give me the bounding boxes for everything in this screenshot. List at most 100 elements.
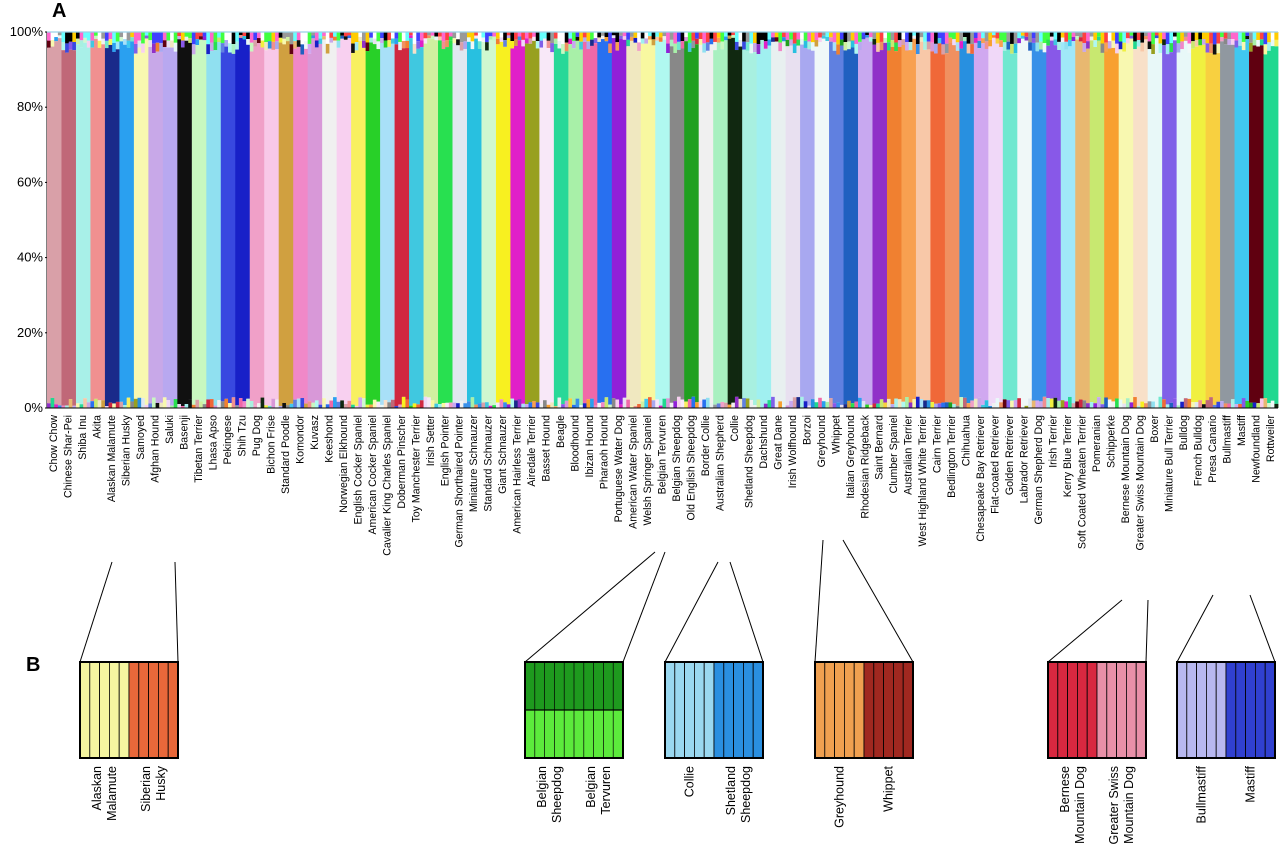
zoom-sample-bar: [99, 661, 110, 759]
bar-segment-admixture: [803, 401, 808, 408]
bar-segment-breed: [760, 46, 765, 403]
bar-segment-admixture: [1140, 32, 1145, 43]
bar-segment-admixture: [380, 38, 385, 44]
bar-segment-admixture: [1053, 397, 1058, 408]
bar-segment-admixture: [1216, 401, 1221, 408]
bar-segment-admixture: [1249, 42, 1254, 52]
bar-segment-admixture: [427, 35, 432, 39]
bar-segment-breed: [669, 46, 674, 403]
breed-tick-label: Airedale Terrier: [526, 415, 538, 487]
bar-segment-admixture: [1010, 43, 1015, 54]
bar-segment-breed: [883, 42, 888, 403]
bar-segment-breed: [300, 54, 305, 399]
bar-segment-admixture: [220, 32, 225, 44]
bar-segment-admixture: [637, 42, 642, 51]
bar-segment-admixture: [503, 40, 508, 47]
bar-segment-admixture: [648, 397, 653, 408]
bar-segment-admixture: [1057, 32, 1062, 42]
zoom-breed-label: Greyhound: [833, 766, 847, 828]
bar-segment-admixture: [981, 404, 986, 408]
bar-segment-admixture: [734, 32, 739, 42]
zoom-breed-label: Belgian: [584, 766, 598, 808]
zoom-sample-bar: [1126, 661, 1137, 759]
bar-segment-admixture: [510, 41, 515, 49]
bar-segment-breed: [340, 38, 345, 401]
bar-segment-admixture: [1274, 403, 1279, 408]
bar-segment-admixture: [622, 36, 627, 40]
zoom-sample-bar: [834, 661, 845, 759]
bar-segment-admixture: [61, 32, 66, 42]
bar-segment-admixture: [716, 403, 721, 408]
bar-segment-admixture: [800, 32, 805, 39]
bar-segment-admixture: [655, 399, 660, 408]
bar-segment-admixture: [474, 35, 479, 39]
bar-segment-admixture: [416, 404, 421, 408]
bar-segment-admixture: [380, 404, 385, 408]
bar-segment-admixture: [564, 400, 569, 408]
bar-segment-admixture: [199, 32, 204, 37]
bar-segment-admixture: [1194, 40, 1199, 47]
bar-segment-admixture: [209, 32, 214, 43]
bar-segment-admixture: [886, 42, 891, 51]
bar-segment-admixture: [999, 402, 1004, 408]
bar-segment-admixture: [524, 32, 529, 39]
bar-segment-admixture: [57, 35, 62, 39]
bar-segment-admixture: [503, 32, 508, 41]
bar-segment-admixture: [995, 38, 1000, 44]
bar-segment-admixture: [637, 32, 642, 43]
bar-segment-admixture: [608, 404, 613, 408]
leader-line: [1145, 599, 1149, 663]
bar-segment-admixture: [553, 32, 558, 39]
breed-tick-label: Miniature Bull Terrier: [1163, 415, 1175, 512]
bar-segment-admixture: [564, 42, 569, 52]
bar-segment-admixture: [441, 32, 446, 42]
bar-segment-admixture: [50, 397, 55, 408]
bar-segment-breed: [137, 47, 142, 398]
bar-segment-admixture: [966, 32, 971, 44]
bar-segment-admixture: [260, 32, 265, 41]
breed-tick-label: Cavalier King Charles Spaniel: [381, 415, 393, 556]
breed-tick-label: Kuvasz: [309, 415, 321, 450]
bar-segment-breed: [144, 38, 149, 405]
bar-segment-breed: [1158, 52, 1163, 397]
bar-segment-admixture: [669, 32, 674, 40]
bar-segment-admixture: [734, 396, 739, 408]
bar-segment-breed: [955, 50, 960, 406]
bar-segment-admixture: [1216, 32, 1221, 44]
bar-segment-breed: [108, 44, 113, 403]
bar-segment-admixture: [883, 402, 888, 408]
bar-segment-breed: [50, 46, 55, 398]
bar-segment-admixture: [619, 35, 624, 39]
y-tick-label: 80%: [17, 99, 43, 114]
bar-segment-admixture: [680, 32, 685, 42]
bar-segment-admixture: [1238, 32, 1243, 40]
bar-segment-admixture: [1100, 32, 1105, 44]
bar-segment-admixture: [195, 32, 200, 40]
bar-segment-breed: [456, 45, 461, 404]
bar-segment-admixture: [593, 32, 598, 39]
zoom-sample-bar: [853, 661, 865, 759]
bar-segment-breed: [419, 47, 424, 401]
bar-segment-breed: [1169, 52, 1174, 403]
bar-segment-admixture: [514, 39, 519, 46]
bar-segment-admixture: [937, 403, 942, 408]
bar-segment-breed: [231, 53, 236, 398]
bar-segment-admixture: [199, 36, 204, 40]
bar-segment-admixture: [1147, 401, 1152, 408]
bar-segment-admixture: [1031, 32, 1036, 39]
bar-segment-breed: [68, 49, 73, 400]
bar-segment-admixture: [452, 32, 457, 39]
bar-segment-admixture: [351, 32, 356, 44]
bar-segment-breed: [1028, 50, 1033, 399]
bar-segment-admixture: [687, 399, 692, 408]
bar-segment-admixture: [883, 32, 888, 38]
bar-segment-breed: [401, 48, 406, 397]
bar-segment-admixture: [879, 32, 884, 42]
y-tick-label: 60%: [17, 174, 43, 189]
bar-segment-admixture: [499, 32, 504, 38]
bar-segment-breed: [796, 45, 801, 398]
bar-segment-admixture: [1115, 32, 1120, 44]
bar-segment-breed: [865, 37, 870, 405]
bar-segment-admixture: [955, 32, 960, 43]
bar-segment-breed: [1252, 45, 1257, 403]
